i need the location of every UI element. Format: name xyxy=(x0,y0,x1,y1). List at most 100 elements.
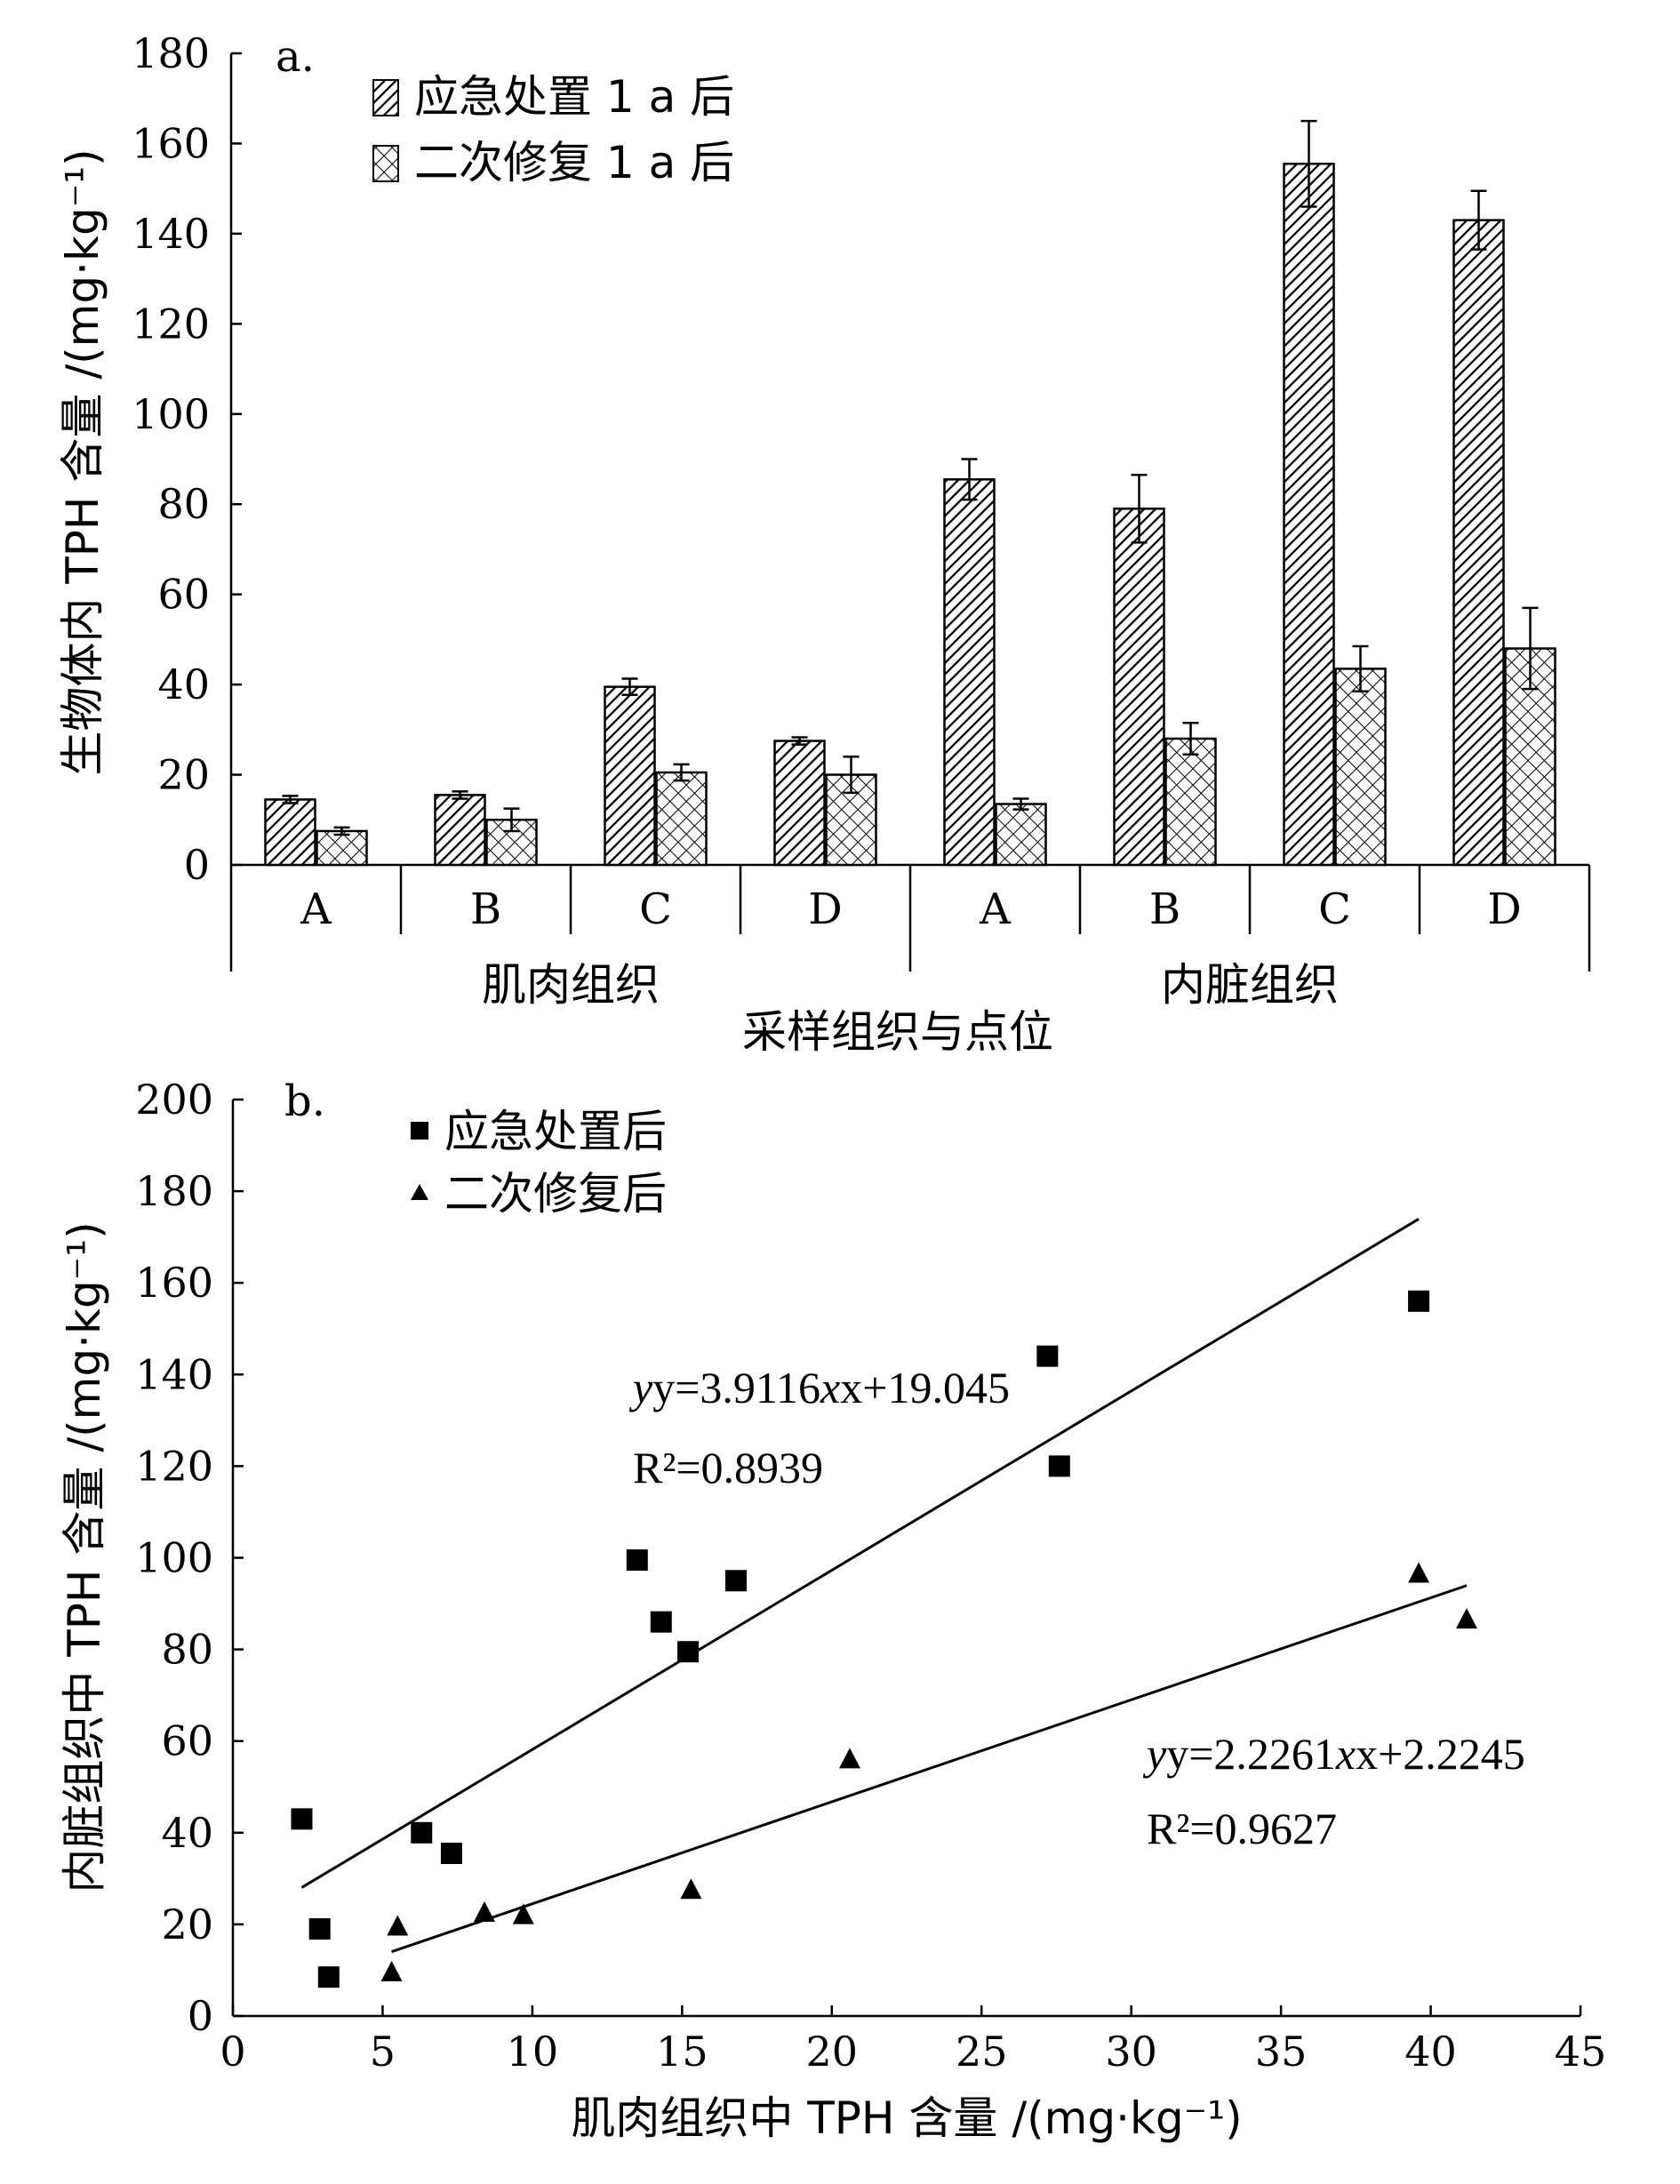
bar-secondary xyxy=(655,771,708,867)
bar-secondary xyxy=(1334,668,1387,867)
panel-a-x-axis-title: 采样组织与点位 xyxy=(742,1006,1053,1058)
bar-secondary xyxy=(1164,737,1217,867)
y-tick-label: 160 xyxy=(132,119,210,167)
bar-emergency xyxy=(604,685,656,867)
fit-equation-secondary-intercept: x+2.2245 xyxy=(1356,1729,1525,1779)
x-tick-label: 45 xyxy=(1555,2028,1607,2076)
scatter-point-secondary xyxy=(512,1903,534,1924)
y-tick-label: 140 xyxy=(135,1350,213,1398)
y-tick-label: 60 xyxy=(161,1717,213,1765)
panel-b-points xyxy=(291,1290,1477,1988)
fit-r2-emergency: R²=0.8939 xyxy=(633,1443,823,1492)
fit-line-emergency xyxy=(300,1218,1420,1889)
panel-a-legend: 应急处置 1 a 后 二次修复 1 a 后 xyxy=(372,71,734,188)
scatter-point-emergency xyxy=(1036,1345,1059,1367)
x-category-label: A xyxy=(979,884,1012,934)
fit-equation-secondary-slope: y=2.2261 xyxy=(1166,1729,1336,1779)
scatter-point-emergency xyxy=(677,1641,700,1663)
legend-marker-triangle xyxy=(411,1184,428,1200)
panel-b-label: b. xyxy=(284,1076,325,1126)
bar-emergency xyxy=(1452,219,1505,867)
y-tick-label: 100 xyxy=(135,1534,213,1582)
scatter-point-emergency xyxy=(411,1821,433,1844)
y-tick-label: 180 xyxy=(132,29,210,77)
y-tick-label: 120 xyxy=(135,1442,213,1490)
legend-label-secondary-b: 二次修复后 xyxy=(444,1168,667,1220)
scatter-point-emergency xyxy=(1408,1290,1430,1312)
scatter-point-secondary xyxy=(473,1901,495,1923)
scatter-point-secondary xyxy=(380,1961,403,1982)
fit-r2-secondary: R²=0.9627 xyxy=(1147,1804,1337,1853)
panel-b-x-axis-title: 肌肉组织中 TPH 含量 /(mg·kg⁻¹) xyxy=(571,2092,1242,2144)
y-tick-label: 60 xyxy=(157,571,210,619)
bar-emergency xyxy=(1283,163,1335,867)
y-tick-label: 40 xyxy=(161,1809,213,1857)
x-category-label: D xyxy=(808,884,842,934)
y-tick-label: 0 xyxy=(188,1992,213,2040)
x-tick-label: 10 xyxy=(507,2028,559,2076)
panel-a-bar-chart: 0 20 40 60 80 100 120 140 160 180 A B C D A B C D 肌肉组织 内脏… xyxy=(57,29,1591,1058)
x-tick-label: 5 xyxy=(370,2028,396,2076)
panel-b-x-ticks: 0 5 10 15 20 25 30 35 40 45 xyxy=(220,2005,1606,2076)
x-tick-label: 25 xyxy=(956,2028,1008,2076)
panel-a-label: a. xyxy=(276,32,315,82)
panel-b-y-ticks: 0 20 40 60 80 100 120 140 160 180 200 xyxy=(135,1076,244,2040)
bar-emergency xyxy=(773,740,826,867)
legend-marker-square xyxy=(411,1122,428,1140)
scatter-point-emergency xyxy=(724,1570,747,1592)
fit-line-secondary xyxy=(391,1584,1468,1954)
scatter-point-emergency xyxy=(650,1611,672,1633)
scatter-point-secondary xyxy=(1408,1562,1430,1583)
panel-a-y-axis-title: 生物体内 TPH 含量 /(mg·kg⁻¹) xyxy=(57,148,108,775)
scatter-point-secondary xyxy=(680,1878,702,1900)
y-tick-label: 80 xyxy=(161,1626,213,1674)
scatter-point-emergency xyxy=(626,1549,648,1572)
panel-b-scatter-chart: 0 20 40 60 80 100 120 140 160 180 200 0 5 10 15 20 25 30… xyxy=(59,1076,1606,2144)
scatter-point-secondary xyxy=(387,1915,409,1936)
panel-a-group-labels: 肌肉组织 内脏组织 xyxy=(482,959,1339,1011)
panel-a-y-ticks: 0 20 40 60 80 100 120 140 160 180 xyxy=(132,29,242,889)
scatter-point-emergency xyxy=(440,1842,462,1864)
x-category-label: C xyxy=(639,884,672,934)
y-tick-label: 80 xyxy=(157,480,210,528)
y-tick-label: 160 xyxy=(135,1259,213,1307)
x-tick-label: 35 xyxy=(1255,2028,1308,2076)
fit-equation-secondary: yy=2.2261xx+2.2245 xyxy=(1142,1729,1525,1779)
bar-emergency xyxy=(1113,508,1165,867)
fit-equation-emergency-intercept: x+19.045 xyxy=(840,1363,1010,1412)
x-category-label: C xyxy=(1318,884,1351,934)
legend-label-emergency: 应急处置 1 a 后 xyxy=(414,71,734,123)
panel-b-y-axis-title: 内脏组织中 TPH 含量 /(mg·kg⁻¹) xyxy=(59,1221,110,1892)
x-category-label: B xyxy=(1149,884,1180,934)
y-tick-label: 40 xyxy=(157,660,210,708)
x-tick-label: 0 xyxy=(220,2028,245,2076)
scatter-point-secondary xyxy=(1455,1608,1477,1629)
bar-emergency xyxy=(943,478,996,867)
fit-equation-emergency-slope: y=3.9116 xyxy=(652,1363,820,1412)
x-category-label: B xyxy=(470,884,501,934)
bar-secondary xyxy=(825,773,877,867)
legend-swatch-secondary xyxy=(372,145,399,182)
bar-emergency xyxy=(434,794,486,867)
scatter-point-emergency xyxy=(308,1918,331,1940)
y-tick-label: 200 xyxy=(135,1076,213,1124)
y-tick-label: 140 xyxy=(132,210,210,258)
legend-swatch-emergency xyxy=(372,79,399,116)
scatter-point-emergency xyxy=(291,1808,313,1830)
y-tick-label: 120 xyxy=(132,300,210,348)
y-tick-label: 20 xyxy=(157,751,210,799)
bar-secondary xyxy=(316,829,368,867)
x-category-label: D xyxy=(1487,884,1521,934)
bar-secondary xyxy=(995,803,1047,867)
y-tick-label: 20 xyxy=(161,1900,213,1948)
y-tick-label: 100 xyxy=(132,390,210,438)
panel-a-bars xyxy=(264,119,1556,867)
group-label: 内脏组织 xyxy=(1161,959,1339,1011)
x-tick-label: 15 xyxy=(656,2028,708,2076)
scatter-point-emergency xyxy=(317,1966,340,1988)
panel-b-fit-lines xyxy=(300,1218,1468,1954)
scatter-point-emergency xyxy=(1048,1455,1070,1477)
panel-b-legend: 应急处置后 二次修复后 xyxy=(411,1106,667,1220)
